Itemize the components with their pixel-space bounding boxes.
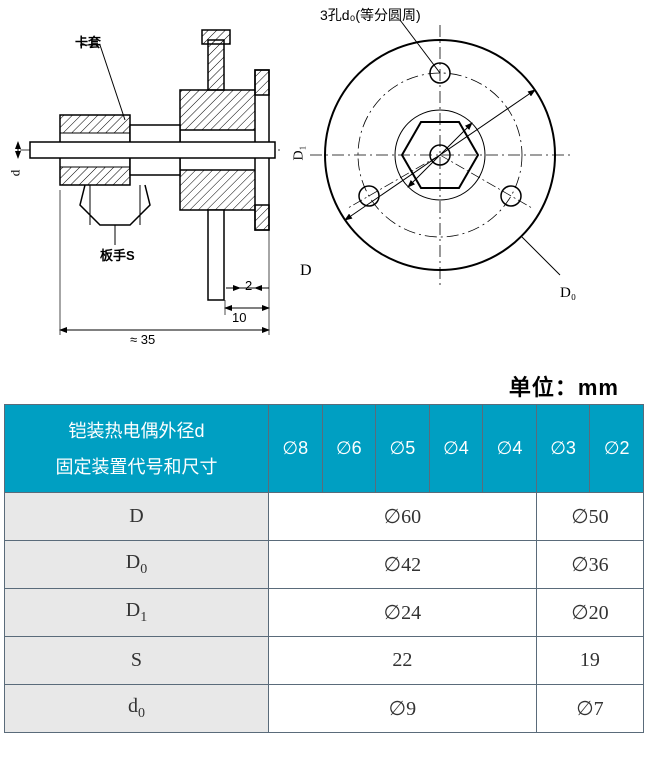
label-D-left: D — [300, 262, 312, 280]
col-d4b: ∅4 — [483, 405, 537, 493]
cell: ∅20 — [536, 589, 643, 637]
col-d4a: ∅4 — [429, 405, 483, 493]
unit-label: 单位：mm — [0, 370, 649, 402]
cell: ∅42 — [268, 541, 536, 589]
cell: 22 — [268, 637, 536, 685]
row-label-D: D — [5, 493, 269, 541]
cell: 19 — [536, 637, 643, 685]
cell: ∅36 — [536, 541, 643, 589]
row-label-D0: D0 — [5, 541, 269, 589]
dim-35: ≈ 35 — [130, 332, 155, 347]
col-d8: ∅8 — [268, 405, 322, 493]
cell: ∅50 — [536, 493, 643, 541]
header-line2: 固定装置代号和尺寸 — [55, 457, 217, 477]
col-d5: ∅5 — [376, 405, 430, 493]
label-d: d — [7, 170, 23, 177]
table-row: D ∅60 ∅50 — [5, 493, 644, 541]
row-label-d0: d0 — [5, 685, 269, 733]
technical-drawing: 3孔d₀(等分圆周) 卡套 板手S ≈ 35 10 2 D D₁ D₀ d — [0, 0, 649, 360]
col-d6: ∅6 — [322, 405, 376, 493]
table-row: D1 ∅24 ∅20 — [5, 589, 644, 637]
callout-holes: 3孔d₀(等分圆周) — [320, 5, 421, 25]
table-row: D0 ∅42 ∅36 — [5, 541, 644, 589]
table-row: d0 ∅9 ∅7 — [5, 685, 644, 733]
row-label-S: S — [5, 637, 269, 685]
row-label-D1: D1 — [5, 589, 269, 637]
cell: ∅24 — [268, 589, 536, 637]
callout-sleeve: 卡套 — [75, 32, 101, 51]
header-line1: 铠装热电偶外径d — [68, 421, 204, 441]
cell: ∅60 — [268, 493, 536, 541]
callout-wrench: 板手S — [100, 245, 135, 264]
cell: ∅7 — [536, 685, 643, 733]
drawing-svg — [0, 0, 649, 360]
label-D0: D₀ — [560, 285, 576, 302]
table-body: D ∅60 ∅50 D0 ∅42 ∅36 D1 ∅24 ∅20 S 22 19 … — [5, 493, 644, 733]
dim-10: 10 — [232, 310, 246, 325]
col-d3: ∅3 — [536, 405, 590, 493]
dim-2: 2 — [245, 278, 252, 293]
cell: ∅9 — [268, 685, 536, 733]
dimension-table: 铠装热电偶外径d 固定装置代号和尺寸 ∅8 ∅6 ∅5 ∅4 ∅4 ∅3 ∅2 … — [4, 404, 644, 733]
header-main: 铠装热电偶外径d 固定装置代号和尺寸 — [5, 405, 269, 493]
table-header-row: 铠装热电偶外径d 固定装置代号和尺寸 ∅8 ∅6 ∅5 ∅4 ∅4 ∅3 ∅2 — [5, 405, 644, 493]
table-row: S 22 19 — [5, 637, 644, 685]
label-D1-left: D₁ — [292, 146, 308, 161]
col-d2: ∅2 — [590, 405, 644, 493]
